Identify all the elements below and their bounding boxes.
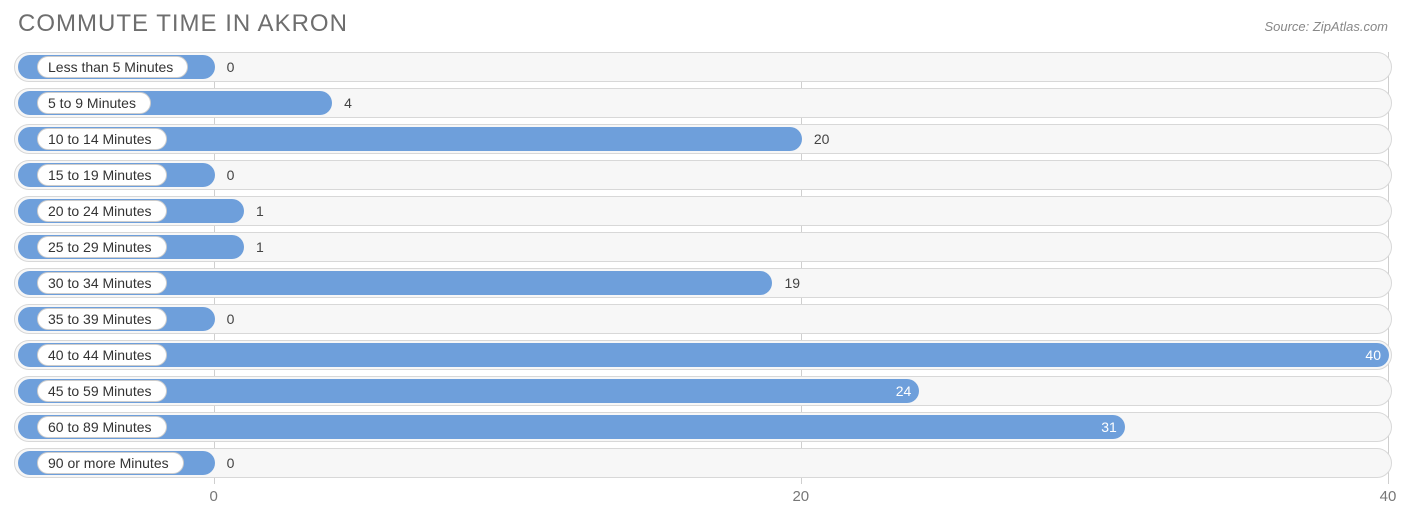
bar-row: 25 to 29 Minutes 1 — [14, 232, 1392, 262]
bar-fill — [18, 343, 1389, 367]
bar-value: 0 — [219, 53, 235, 81]
bar-category-label: 30 to 34 Minutes — [37, 272, 167, 294]
bar-row: 5 to 9 Minutes 4 — [14, 88, 1392, 118]
bar-value: 20 — [806, 125, 830, 153]
bar-value: 19 — [776, 269, 800, 297]
bar-category-label: 35 to 39 Minutes — [37, 308, 167, 330]
chart-source: Source: ZipAtlas.com — [1264, 19, 1388, 34]
bar-category-label: 15 to 19 Minutes — [37, 164, 167, 186]
bar-row: 15 to 19 Minutes 0 — [14, 160, 1392, 190]
bar-fill — [18, 415, 1125, 439]
chart-header: COMMUTE TIME IN AKRON Source: ZipAtlas.c… — [14, 10, 1392, 38]
bar-category-label: 40 to 44 Minutes — [37, 344, 167, 366]
bar-category-label: 20 to 24 Minutes — [37, 200, 167, 222]
bar-value: 1 — [248, 233, 264, 261]
bar-row: 45 to 59 Minutes 24 — [14, 376, 1392, 406]
bar-category-label: 45 to 59 Minutes — [37, 380, 167, 402]
bar-value: 31 — [1101, 413, 1117, 441]
x-axis-tick: 40 — [1380, 488, 1397, 505]
bar-row: 30 to 34 Minutes 19 — [14, 268, 1392, 298]
bar-value: 1 — [248, 197, 264, 225]
x-axis-tick: 20 — [792, 488, 809, 505]
bar-row: Less than 5 Minutes 0 — [14, 52, 1392, 82]
bar-value: 0 — [219, 449, 235, 477]
chart-title: COMMUTE TIME IN AKRON — [18, 10, 348, 38]
chart-container: COMMUTE TIME IN AKRON Source: ZipAtlas.c… — [0, 0, 1406, 523]
bar-row: 10 to 14 Minutes 20 — [14, 124, 1392, 154]
bars-wrap: Less than 5 Minutes 0 5 to 9 Minutes 4 10 to… — [14, 52, 1392, 478]
bar-value: 40 — [1365, 341, 1381, 369]
bar-value: 0 — [219, 161, 235, 189]
bar-category-label: Less than 5 Minutes — [37, 56, 188, 78]
bar-value: 24 — [896, 377, 912, 405]
bar-category-label: 60 to 89 Minutes — [37, 416, 167, 438]
bar-category-label: 10 to 14 Minutes — [37, 128, 167, 150]
bar-row: 90 or more Minutes 0 — [14, 448, 1392, 478]
x-axis-tick: 0 — [209, 488, 217, 505]
bar-value: 4 — [336, 89, 352, 117]
bar-row: 40 to 44 Minutes 40 — [14, 340, 1392, 370]
bar-row: 35 to 39 Minutes 0 — [14, 304, 1392, 334]
bar-value: 0 — [219, 305, 235, 333]
bar-category-label: 90 or more Minutes — [37, 452, 184, 474]
bar-category-label: 5 to 9 Minutes — [37, 92, 151, 114]
bar-row: 60 to 89 Minutes 31 — [14, 412, 1392, 442]
bar-category-label: 25 to 29 Minutes — [37, 236, 167, 258]
x-axis: 02040 — [14, 484, 1392, 514]
bar-row: 20 to 24 Minutes 1 — [14, 196, 1392, 226]
plot-area: Less than 5 Minutes 0 5 to 9 Minutes 4 10 to… — [14, 52, 1392, 514]
